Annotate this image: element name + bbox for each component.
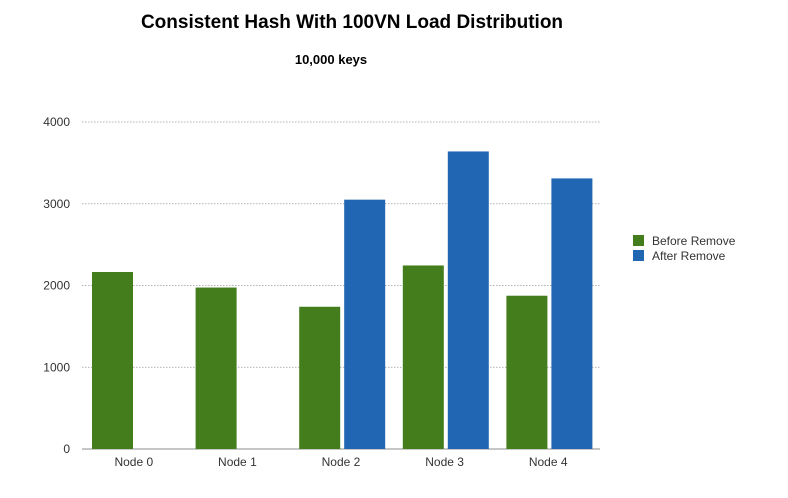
- legend-swatch-before-remove: [633, 235, 644, 246]
- bar-before-remove: [402, 265, 444, 449]
- x-tick-label: Node 2: [322, 455, 361, 469]
- x-tick-label: Node 3: [425, 455, 464, 469]
- y-tick-label: 1000: [43, 360, 70, 374]
- bar-after-remove: [551, 178, 593, 449]
- chart-title: Consistent Hash With 100VN Load Distribu…: [140, 12, 564, 33]
- legend-item-before-remove: Before Remove: [633, 233, 735, 248]
- bar-after-remove: [447, 151, 489, 449]
- bar-before-remove: [92, 272, 133, 449]
- legend-item-after-remove: After Remove: [633, 248, 735, 263]
- legend-label-after-remove: After Remove: [652, 248, 726, 263]
- bar-before-remove: [195, 287, 237, 449]
- chart-subtitle: 10,000 keys: [294, 52, 368, 67]
- y-tick-label: 0: [63, 442, 70, 456]
- legend-swatch-after-remove: [633, 250, 644, 261]
- x-tick-label: Node 4: [529, 455, 568, 469]
- x-tick-label: Node 1: [218, 455, 257, 469]
- y-tick-label: 4000: [43, 115, 70, 129]
- y-tick-label: 3000: [43, 197, 70, 211]
- y-tick-label: 2000: [43, 279, 70, 293]
- chart-legend: Before Remove After Remove: [633, 233, 735, 263]
- x-tick-label: Node 0: [114, 455, 153, 469]
- bar-before-remove: [299, 306, 341, 449]
- bar-after-remove: [344, 199, 386, 449]
- legend-label-before-remove: Before Remove: [652, 233, 736, 248]
- bar-before-remove: [506, 295, 548, 449]
